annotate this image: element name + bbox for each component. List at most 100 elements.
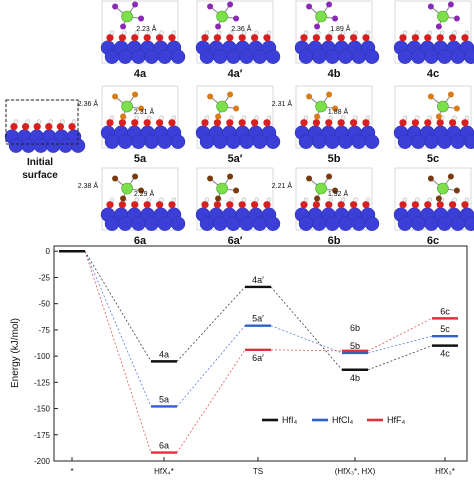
hf-atom — [157, 216, 173, 231]
h-atom — [254, 197, 259, 202]
h-atom — [427, 115, 432, 120]
connector — [367, 345, 433, 371]
o-atom — [168, 201, 176, 209]
connector — [176, 325, 246, 407]
level-label: 6a′ — [252, 353, 264, 363]
h-atom — [365, 197, 371, 202]
y-axis-label: Energy (kJ/mol) — [10, 318, 21, 388]
h-atom — [241, 115, 247, 120]
o-atom — [238, 34, 246, 42]
halogen-atom — [453, 187, 460, 194]
o-atom — [312, 201, 320, 209]
o-atom — [325, 201, 333, 209]
panel-6a: 2.38 Å 2.29 Å 6a — [78, 167, 186, 247]
panel-4c: 4c — [393, 0, 474, 80]
y-axis: 0 -25 -50 -75 -100 -125 -150 -175 -200 — [34, 247, 58, 466]
o-atom — [337, 201, 345, 209]
o-atom — [362, 119, 370, 127]
x-tick-label: * — [70, 467, 73, 476]
halogen-atom — [453, 15, 460, 22]
hf-atom — [424, 49, 439, 64]
h-atom — [229, 30, 235, 35]
o-atom — [56, 123, 64, 131]
panel-5a: 2.36 Å 2.31 Å 5a — [78, 85, 186, 165]
h-atom — [303, 197, 309, 202]
o-atom — [156, 201, 164, 209]
hf-atom — [351, 216, 367, 231]
y-tick-label: -200 — [34, 457, 51, 466]
hf-atom — [424, 134, 439, 149]
o-atom — [201, 201, 209, 209]
h-atom — [303, 30, 309, 35]
bond-length-annotation: 1.92 Å — [328, 189, 349, 198]
level-label: 6b — [350, 323, 360, 333]
panel-label: 6b — [328, 235, 341, 247]
level-label: 4c — [440, 349, 450, 359]
o-atom — [118, 34, 126, 42]
o-atom — [362, 201, 370, 209]
h-atom — [365, 30, 371, 35]
hf-center-atom — [437, 182, 449, 195]
h-atom — [146, 30, 152, 35]
hf-atom — [463, 49, 474, 64]
o-atom — [143, 34, 151, 42]
o-atom — [106, 34, 114, 42]
y-tick-label: -100 — [34, 352, 51, 361]
hf-atom — [252, 134, 268, 149]
hf-center-atom — [121, 10, 133, 23]
h-atom — [171, 30, 177, 35]
x-tick-label: HfX₃* — [435, 467, 455, 476]
hf-atom — [199, 49, 215, 64]
hf-center-atom — [216, 10, 228, 23]
o-atom — [325, 119, 333, 127]
h-atom — [365, 115, 371, 120]
o-atom — [156, 119, 164, 127]
legend: HfI₄ HfCl₄ HfF₄ — [262, 415, 405, 425]
o-atom — [350, 34, 358, 42]
hf-atom — [325, 49, 340, 64]
h-atom — [134, 197, 140, 202]
bond-length-annotation: 2.36 Å — [231, 24, 252, 33]
h-atom — [402, 30, 408, 35]
panel-4a: 2.23 Å 4a — [100, 0, 186, 80]
halogen-atom — [207, 93, 214, 100]
panel-label: 5a′ — [228, 153, 243, 165]
o-atom — [168, 34, 176, 42]
h-atom — [60, 119, 65, 124]
panel-label: 5c — [427, 153, 439, 165]
hf-atom — [437, 216, 452, 231]
o-atom — [33, 123, 41, 131]
connector — [270, 325, 343, 354]
connector — [367, 335, 433, 354]
halogen-atom — [332, 15, 339, 22]
o-atom — [22, 123, 30, 131]
o-atom — [226, 34, 234, 42]
halogen-atom — [215, 23, 222, 30]
o-atom — [263, 201, 271, 209]
hf-atom — [226, 216, 241, 231]
hf-atom — [450, 49, 466, 64]
hf-atom — [239, 134, 254, 149]
hf-atom — [226, 49, 241, 64]
hf-atom — [157, 49, 173, 64]
hf-atom — [239, 216, 254, 231]
h-atom — [109, 30, 115, 35]
h-atom — [440, 30, 445, 35]
o-atom — [226, 119, 234, 127]
o-atom — [263, 34, 271, 42]
h-atom — [229, 197, 235, 202]
o-atom — [213, 34, 221, 42]
halogen-atom — [207, 3, 214, 10]
hf-atom — [117, 216, 133, 231]
hf-center-atom — [437, 10, 449, 23]
o-atom — [118, 201, 126, 209]
hf-atom — [311, 216, 327, 231]
hf-atom — [338, 216, 353, 231]
h-atom — [464, 115, 470, 120]
o-atom — [424, 201, 432, 209]
halogen-atom — [427, 93, 434, 100]
h-atom — [341, 197, 346, 202]
legend-label: HfCl₄ — [332, 415, 353, 425]
o-atom — [424, 34, 432, 42]
o-atom — [118, 119, 126, 127]
